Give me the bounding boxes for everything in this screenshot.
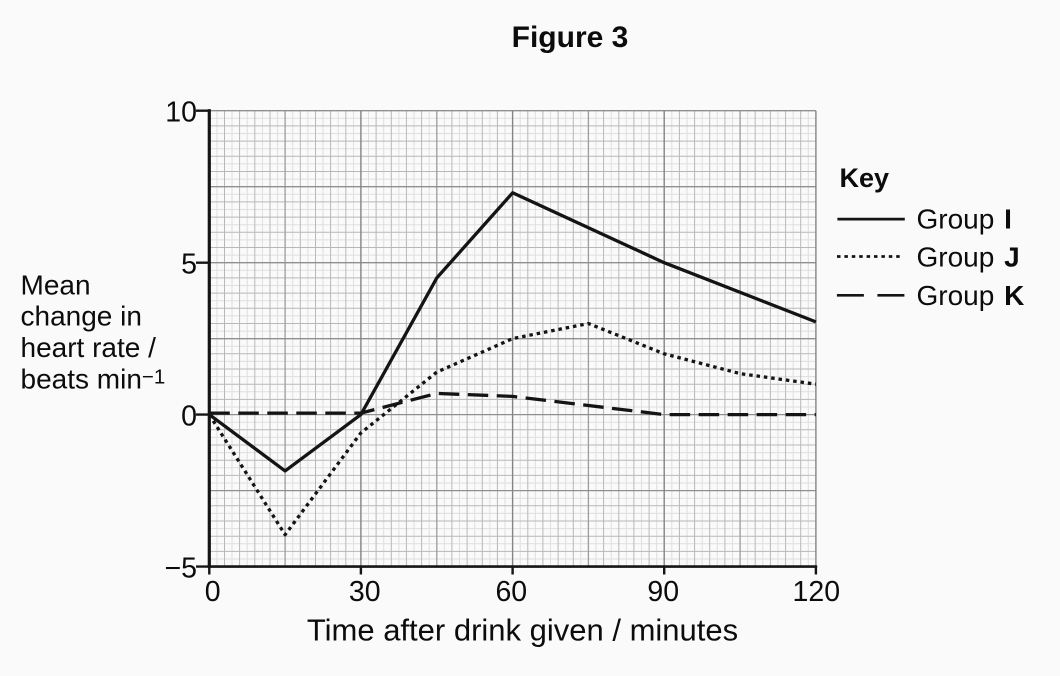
- svg-text:0: 0: [181, 401, 197, 433]
- svg-text:Group J: Group J: [917, 242, 1020, 273]
- svg-text:120: 120: [793, 576, 841, 608]
- svg-text:Group K: Group K: [917, 280, 1025, 311]
- svg-text:90: 90: [647, 576, 679, 608]
- svg-text:30: 30: [349, 576, 381, 608]
- svg-text:Mean: Mean: [21, 269, 91, 300]
- svg-text:0: 0: [205, 576, 221, 608]
- svg-text:−5: −5: [165, 553, 198, 585]
- svg-text:beats min−1: beats min−1: [21, 363, 166, 394]
- svg-text:10: 10: [165, 97, 197, 129]
- svg-text:Group I: Group I: [917, 204, 1012, 235]
- svg-text:change in: change in: [21, 301, 142, 332]
- svg-text:heart rate /: heart rate /: [21, 332, 157, 363]
- svg-text:Figure 3: Figure 3: [512, 21, 629, 54]
- svg-text:60: 60: [495, 576, 527, 608]
- svg-text:5: 5: [181, 249, 197, 281]
- svg-text:Key: Key: [840, 163, 890, 193]
- svg-text:Time after drink given / minut: Time after drink given / minutes: [307, 613, 738, 648]
